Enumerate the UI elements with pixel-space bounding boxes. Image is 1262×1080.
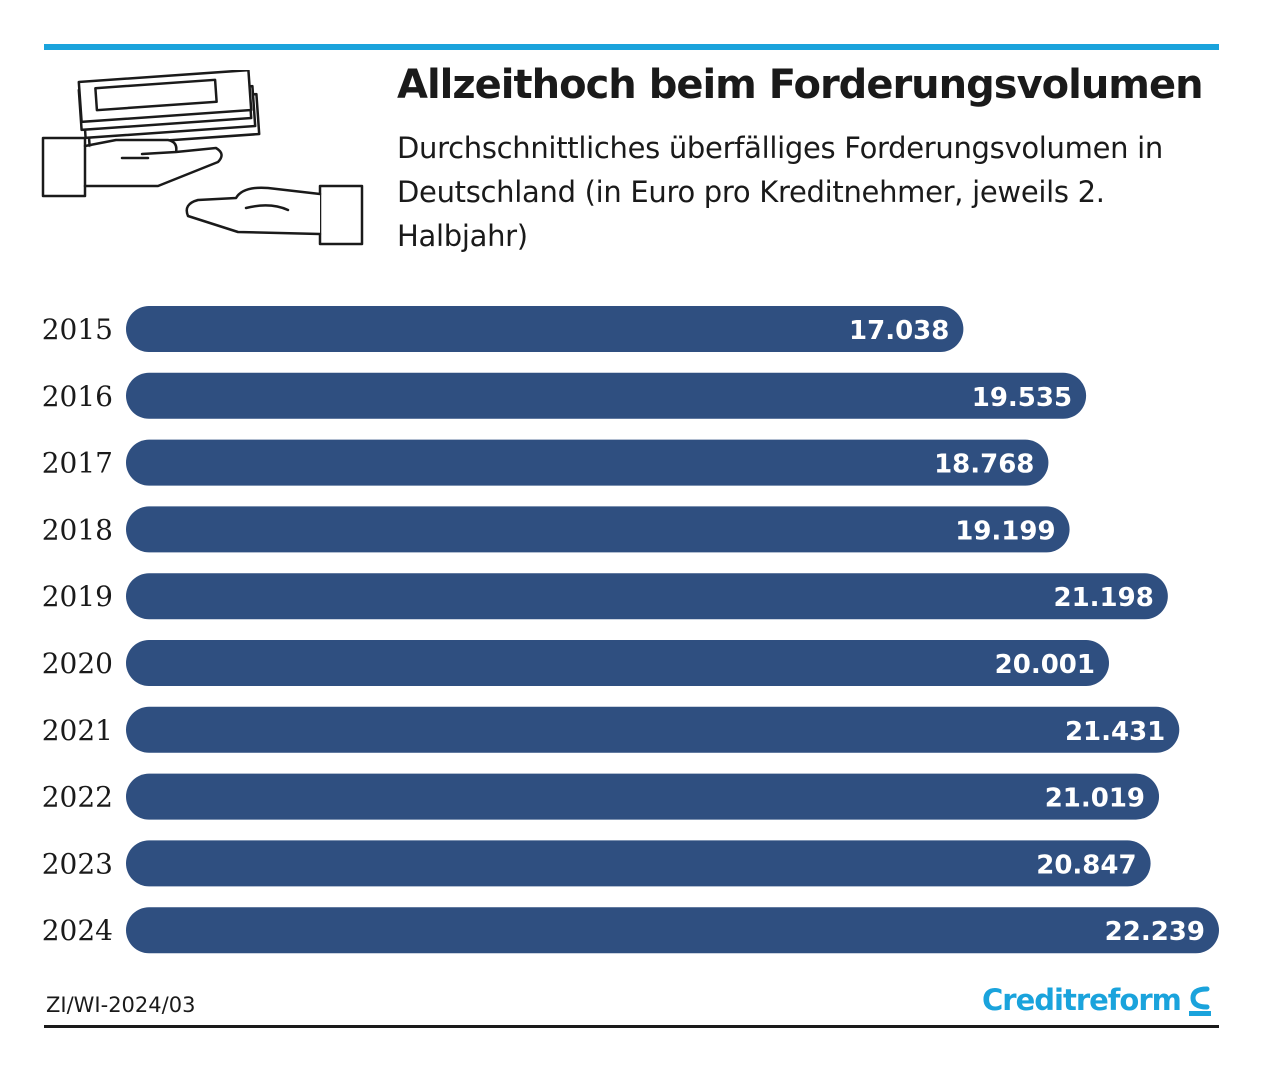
bar-2022 xyxy=(126,773,1160,820)
bar-2019 xyxy=(126,573,1168,620)
bar-2024 xyxy=(126,907,1219,954)
hand-passing-money-icon xyxy=(41,70,364,246)
category-label-2018: 2018 xyxy=(42,513,113,546)
bar-2020 xyxy=(126,640,1110,686)
brand-logo: Creditreform xyxy=(982,983,1213,1017)
bar-chart: 2015 17.038 2016 19.535 2017 18.768 2018 19.199… xyxy=(42,306,1219,954)
category-label-2015: 2015 xyxy=(42,313,113,346)
banknote-stack-icon xyxy=(77,70,261,148)
bar-2016 xyxy=(126,372,1087,419)
value-label-2021: 21.431 xyxy=(1065,717,1165,747)
category-label-2023: 2023 xyxy=(42,847,113,880)
bar-2021 xyxy=(126,706,1180,753)
receiving-hand-icon xyxy=(185,184,364,246)
bottom-rule xyxy=(44,1025,1219,1028)
category-label-2019: 2019 xyxy=(42,580,113,613)
category-label-2021: 2021 xyxy=(42,714,113,747)
bar-2023 xyxy=(126,840,1151,887)
value-label-2022: 21.019 xyxy=(1045,784,1145,814)
value-label-2024: 22.239 xyxy=(1105,917,1205,947)
value-label-2015: 17.038 xyxy=(849,316,949,346)
creditreform-logo-icon xyxy=(1188,986,1211,1016)
value-label-2023: 20.847 xyxy=(1036,850,1136,880)
giving-hand-icon xyxy=(41,136,223,198)
brand-name: Creditreform xyxy=(982,983,1182,1017)
bar-2015 xyxy=(126,306,964,352)
value-label-2020: 20.001 xyxy=(995,650,1095,680)
category-label-2017: 2017 xyxy=(42,447,113,480)
chart-title: Allzeithoch beim Forderungsvolumen xyxy=(397,62,1204,108)
category-label-2020: 2020 xyxy=(42,647,113,680)
category-label-2024: 2024 xyxy=(42,914,113,947)
bar-2017 xyxy=(126,439,1049,486)
value-label-2018: 19.199 xyxy=(955,516,1055,546)
top-accent-rule xyxy=(44,44,1219,50)
source-code: ZI/WI-2024/03 xyxy=(46,993,196,1017)
value-label-2017: 18.768 xyxy=(934,450,1034,480)
chart-subtitle: Durchschnittliches überfälliges Forderun… xyxy=(397,131,1163,253)
bar-2018 xyxy=(126,506,1070,553)
category-label-2022: 2022 xyxy=(42,781,113,814)
category-label-2016: 2016 xyxy=(42,380,113,413)
value-label-2019: 21.198 xyxy=(1053,583,1153,613)
value-label-2016: 19.535 xyxy=(972,383,1072,413)
